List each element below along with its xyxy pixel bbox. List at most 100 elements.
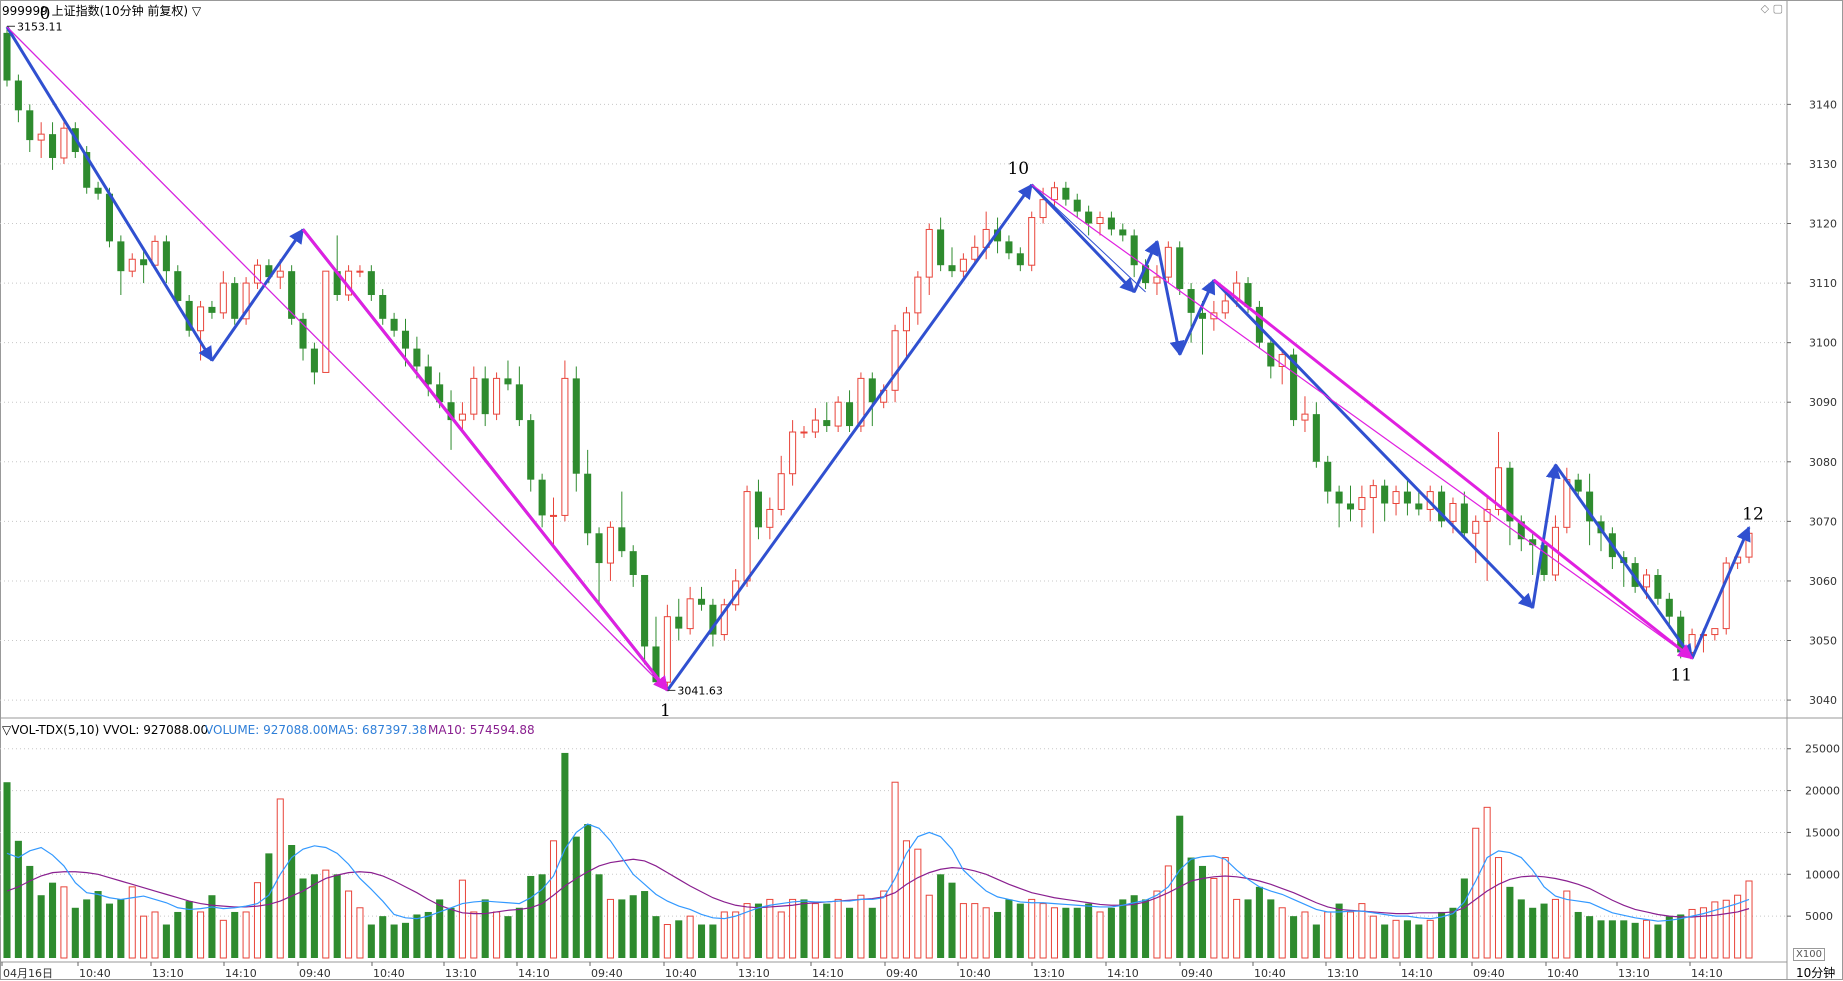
- wave-line: [1531, 463, 1561, 608]
- candle-up: [356, 270, 364, 273]
- candle-down: [823, 420, 831, 427]
- candle-up: [1221, 300, 1229, 314]
- volume-bar-up: [151, 911, 159, 959]
- volume-bar-down: [1460, 878, 1468, 958]
- candle-down: [436, 384, 444, 403]
- price-extreme-label: 3153.11: [17, 20, 63, 33]
- volume-bar-down: [367, 924, 375, 958]
- time-tick-label: 09:40: [591, 967, 623, 980]
- volume-bar-down: [527, 875, 535, 958]
- candle-up: [561, 377, 569, 516]
- time-tick-label: 14:10: [812, 967, 844, 980]
- volume-bar-down: [1016, 903, 1024, 958]
- candle-down: [1335, 491, 1343, 504]
- volume-bar-down: [1255, 886, 1263, 958]
- volume-bar-down: [994, 911, 1002, 958]
- volume-bar-up: [925, 894, 933, 959]
- candle-down: [14, 80, 22, 111]
- candle-down: [413, 348, 421, 367]
- volume-bar-down: [538, 874, 546, 958]
- candle-up: [720, 604, 728, 636]
- price-tick-label: 3090: [1809, 396, 1837, 409]
- volume-bar-down: [333, 874, 341, 958]
- volume-bar-down: [1677, 914, 1685, 958]
- candle-up: [914, 276, 922, 314]
- wave-line: [666, 183, 1033, 692]
- volume-bar-down: [1517, 899, 1525, 958]
- period-selector[interactable]: 10分钟: [1796, 966, 1836, 980]
- candle-down: [481, 378, 489, 415]
- time-tick-label: 10:40: [1547, 967, 1579, 980]
- candle-down: [1176, 247, 1184, 290]
- wave-point-label: 0: [40, 4, 51, 24]
- volume-bar-up: [777, 911, 785, 959]
- window-controls-icon[interactable]: ◇ ▢: [1760, 2, 1783, 15]
- volume-bar-down: [1073, 907, 1081, 958]
- candle-down: [629, 551, 637, 575]
- volume-bar-down: [162, 924, 170, 958]
- volume-bar-up: [1699, 907, 1707, 959]
- candle-up: [766, 508, 774, 528]
- candle-down: [265, 265, 273, 278]
- volume-bar-up: [1711, 901, 1719, 959]
- candle-down: [1085, 211, 1093, 224]
- price-tick-label: 3050: [1809, 635, 1837, 648]
- time-tick-label: 14:10: [1401, 967, 1433, 980]
- candle-up: [1028, 217, 1036, 266]
- candle-down: [538, 479, 546, 516]
- wave-point-label: 10: [1007, 159, 1029, 179]
- candle-down: [174, 271, 182, 301]
- volume-bar-up: [1233, 898, 1241, 959]
- volume-bar-down: [1574, 911, 1582, 958]
- volume-bar-down: [413, 914, 421, 958]
- time-tick-label: 09:40: [886, 967, 918, 980]
- volume-bar-down: [299, 878, 307, 958]
- volume-bar-down: [1449, 907, 1457, 958]
- candle-down: [1119, 229, 1127, 236]
- volume-bar-up: [128, 886, 136, 959]
- candle-up: [743, 491, 751, 582]
- chart-title[interactable]: 999999 上证指数(10分钟 前复权) ▽: [2, 4, 202, 18]
- volume-bar-up: [1745, 880, 1753, 959]
- candle-down: [1654, 574, 1662, 599]
- volume-bar-up: [789, 898, 797, 959]
- candle-down: [83, 152, 91, 188]
- volume-bar-down: [1119, 899, 1127, 958]
- volume-bar-up: [606, 898, 614, 959]
- volume-bar-up: [1642, 919, 1651, 959]
- candle-down: [595, 533, 603, 564]
- volume-bar-down: [1608, 920, 1616, 958]
- volume-bar-down: [948, 882, 956, 958]
- vol-ma10-value: MA10: 574594.88: [428, 723, 535, 737]
- volume-bar-up: [720, 911, 728, 959]
- vol-indicator-label[interactable]: ▽VOL-TDX(5,10) VVOL: 927088.00: [2, 723, 209, 737]
- volume-bar-up: [1472, 827, 1480, 959]
- candle-down: [1016, 253, 1024, 266]
- wave-line: [1690, 525, 1751, 659]
- time-tick-label: 10:40: [79, 967, 111, 980]
- wave-line: [6, 26, 668, 691]
- candle-down: [1586, 491, 1594, 522]
- volume-bar-down: [310, 874, 318, 958]
- time-tick-label: 09:40: [1181, 967, 1213, 980]
- volume-bar-down: [823, 903, 831, 958]
- price-tick-label: 3120: [1809, 218, 1837, 231]
- volume-bar-up: [1392, 919, 1400, 959]
- volume-bar-down: [800, 899, 808, 958]
- volume-bar-down: [14, 840, 22, 958]
- volume-bar-down: [846, 907, 854, 958]
- time-tick-label: 10:40: [665, 967, 697, 980]
- candle-down: [948, 265, 956, 272]
- volume-bar-down: [1290, 916, 1298, 958]
- candle-down: [49, 134, 57, 158]
- time-tick-label: 14:10: [1107, 967, 1139, 980]
- price-tick-label: 3100: [1809, 337, 1837, 350]
- wave-point-label: 11: [1670, 665, 1692, 685]
- price-tick-label: 3080: [1809, 456, 1837, 469]
- volume-bar-up: [982, 907, 990, 959]
- candle-down: [994, 229, 1002, 242]
- volume-bar-down: [185, 901, 193, 958]
- price-tick-label: 3070: [1809, 515, 1837, 528]
